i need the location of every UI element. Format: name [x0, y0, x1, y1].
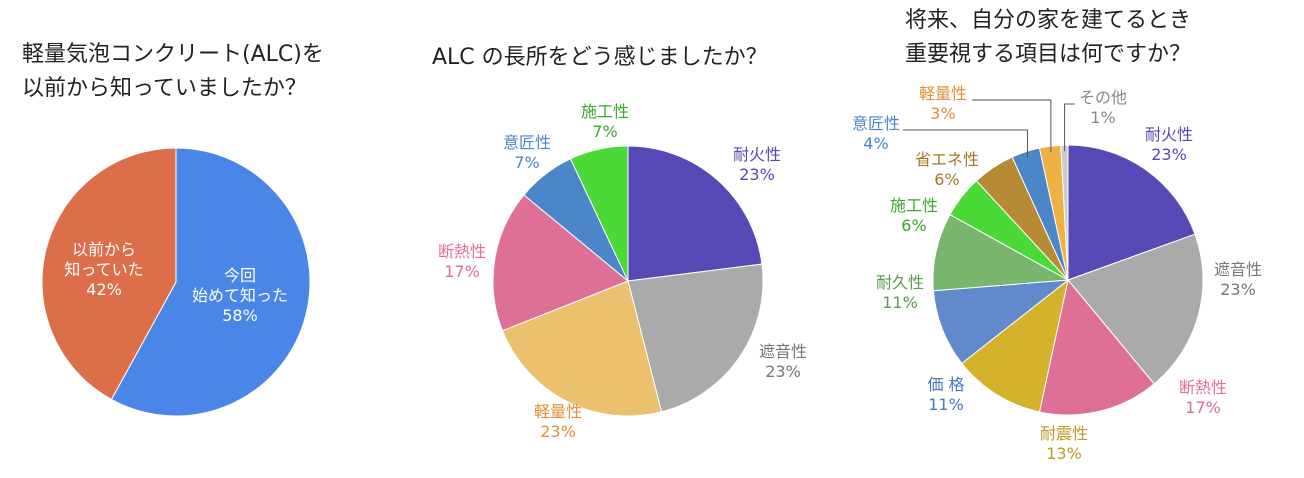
- pie-slice: [492, 194, 629, 332]
- slice-name: 以前から 知っていた: [64, 240, 144, 279]
- slice-name: 耐火性: [732, 145, 782, 164]
- slice-percent: 23%: [1220, 280, 1256, 299]
- slice-percent: 7%: [592, 122, 618, 141]
- pie-slice: [932, 213, 1070, 292]
- slice-percent: 23%: [1151, 145, 1187, 164]
- slice-percent: 7%: [514, 153, 540, 172]
- slice-name: 耐火性: [1144, 125, 1194, 144]
- leader-line: [903, 129, 1028, 158]
- slice-name: 意匠性: [502, 133, 552, 152]
- pie-slice: [1067, 233, 1204, 385]
- slice-percent: 3%: [930, 104, 956, 123]
- slice-name: 遮音性: [1213, 260, 1263, 279]
- slice-label: 耐震性 13%: [1040, 424, 1088, 464]
- slice-label: 軽量性 23%: [534, 402, 582, 442]
- slice-label: 施工性 7%: [581, 102, 629, 142]
- slice-label: 施工性 6%: [890, 196, 938, 236]
- slice-label: 軽量性 3%: [919, 84, 967, 124]
- slice-name: 施工性: [580, 102, 630, 121]
- pie-slice: [961, 278, 1069, 413]
- slice-percent: 17%: [1185, 398, 1221, 417]
- pie-slice: [569, 145, 629, 282]
- slice-label: その他 1%: [1079, 88, 1127, 128]
- pie-slice: [1067, 144, 1196, 281]
- slice-name: 遮音性: [758, 342, 808, 361]
- slice-name: 軽量性: [918, 84, 968, 103]
- slice-name: その他: [1078, 88, 1128, 107]
- slice-percent: 4%: [863, 134, 889, 153]
- slice-name: 軽量性: [533, 402, 583, 421]
- slice-percent: 6%: [934, 170, 960, 189]
- slice-label: 価 格 11%: [927, 375, 964, 415]
- slice-percent: 58%: [222, 306, 258, 325]
- slice-label: 省エネ性 6%: [915, 150, 979, 190]
- slice-label: 遮音性 23%: [1214, 260, 1262, 300]
- slice-label: 断熱性 17%: [1179, 378, 1227, 418]
- pie-slice: [41, 147, 177, 401]
- slice-label: 断熱性 17%: [438, 242, 486, 282]
- slice-percent: 1%: [1090, 108, 1116, 127]
- slice-name: 施工性: [889, 196, 939, 215]
- pie-slice: [627, 263, 764, 413]
- slice-percent: 6%: [901, 216, 927, 235]
- slice-percent: 23%: [739, 165, 775, 184]
- slice-name: 価 格: [927, 375, 965, 394]
- slice-label: 意匠性 7%: [503, 133, 551, 173]
- slice-name: 断熱性: [1178, 378, 1228, 397]
- slice-label: 耐久性 11%: [876, 273, 924, 313]
- slice-percent: 23%: [765, 362, 801, 381]
- slice-label: 今回 始めて知った 58%: [192, 266, 288, 326]
- slice-percent: 42%: [86, 280, 122, 299]
- slice-percent: 13%: [1046, 444, 1082, 463]
- leader-line: [1064, 103, 1075, 152]
- slice-label: 以前から 知っていた 42%: [64, 240, 143, 300]
- leader-line: [972, 99, 1052, 153]
- slice-percent: 11%: [882, 293, 918, 312]
- slice-percent: 11%: [928, 395, 964, 414]
- chart-title: ALC の長所をどう感じましたか？: [432, 45, 768, 70]
- pie-slice: [932, 279, 1070, 365]
- chart-title: 軽量気泡コンクリート(ALC)を 以前から知っていましたか？: [22, 42, 324, 101]
- pie-slice: [110, 147, 311, 417]
- slice-name: 耐震性: [1039, 424, 1089, 443]
- slice-name: 省エネ性: [914, 150, 980, 169]
- slice-name: 断熱性: [437, 242, 487, 261]
- chart-title: 将来、自分の家を建てるとき 重要視する項目は何ですか？: [905, 8, 1192, 67]
- slice-label: 耐火性 23%: [733, 145, 781, 185]
- slice-label: 遮音性 23%: [759, 342, 807, 382]
- pie-slice: [501, 280, 663, 417]
- slice-label: 耐火性 23%: [1145, 125, 1193, 165]
- slice-percent: 17%: [444, 262, 480, 281]
- slice-percent: 23%: [540, 422, 576, 441]
- slice-name: 耐久性: [875, 273, 925, 292]
- slice-label: 意匠性 4%: [852, 114, 900, 154]
- slice-name: 意匠性: [851, 114, 901, 133]
- slice-name: 今回 始めて知った: [191, 266, 289, 305]
- pie-slice: [1038, 278, 1155, 416]
- pie-slice: [627, 145, 763, 282]
